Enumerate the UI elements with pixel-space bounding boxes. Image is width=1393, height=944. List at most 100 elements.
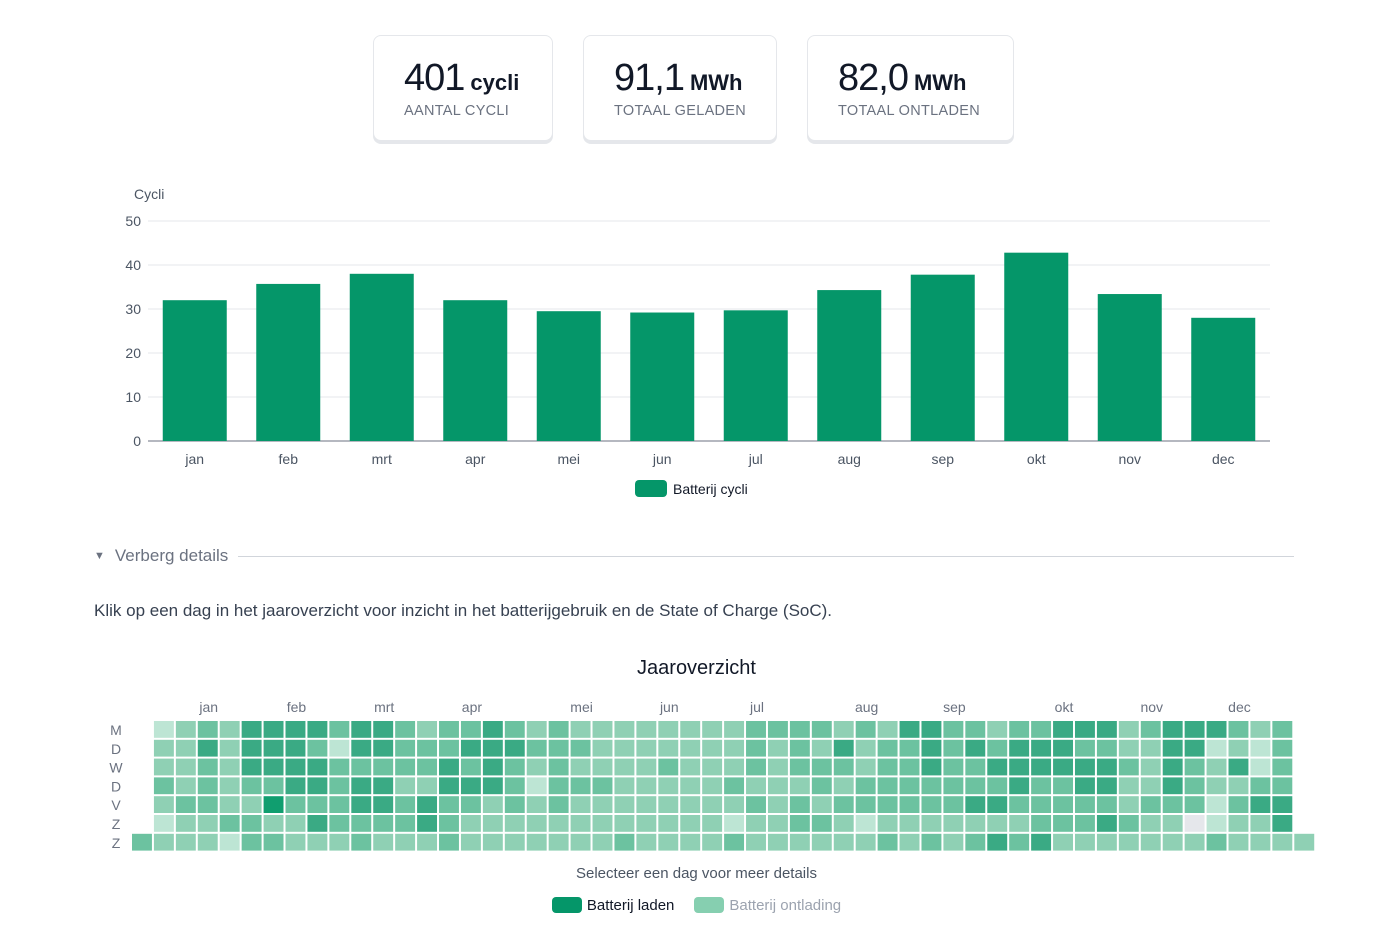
day-cell[interactable] bbox=[395, 815, 416, 832]
day-cell[interactable] bbox=[285, 796, 306, 813]
day-cell[interactable] bbox=[153, 833, 174, 851]
day-cell[interactable] bbox=[987, 721, 1008, 738]
day-cell[interactable] bbox=[263, 739, 284, 757]
day-cell[interactable] bbox=[285, 721, 306, 738]
day-cell[interactable] bbox=[460, 833, 481, 851]
day-cell[interactable] bbox=[197, 739, 218, 757]
day-cell[interactable] bbox=[767, 721, 788, 738]
day-cell[interactable] bbox=[789, 815, 810, 832]
day-cell[interactable] bbox=[724, 777, 745, 795]
day-cell[interactable] bbox=[175, 758, 196, 776]
day-cell[interactable] bbox=[943, 833, 964, 851]
day-cell[interactable] bbox=[636, 721, 657, 738]
day-cell[interactable] bbox=[439, 721, 459, 738]
day-cell[interactable] bbox=[241, 721, 262, 738]
day-cell[interactable] bbox=[658, 833, 679, 851]
day-cell[interactable] bbox=[504, 796, 525, 813]
day-cell[interactable] bbox=[855, 758, 876, 776]
day-cell[interactable] bbox=[1118, 721, 1139, 738]
day-cell[interactable] bbox=[1009, 833, 1030, 851]
day-cell[interactable] bbox=[680, 739, 701, 757]
day-cell[interactable] bbox=[680, 758, 701, 776]
day-cell[interactable] bbox=[658, 777, 679, 795]
day-cell[interactable] bbox=[307, 758, 328, 776]
day-cell[interactable] bbox=[614, 833, 635, 851]
day-cell[interactable] bbox=[1184, 758, 1205, 776]
day-cell[interactable] bbox=[504, 815, 525, 832]
day-cell[interactable] bbox=[548, 833, 569, 851]
day-cell[interactable] bbox=[1228, 833, 1249, 851]
day-cell[interactable] bbox=[811, 796, 832, 813]
day-cell[interactable] bbox=[1272, 796, 1293, 813]
day-cell[interactable] bbox=[592, 833, 613, 851]
day-cell[interactable] bbox=[877, 796, 898, 813]
day-cell[interactable] bbox=[395, 777, 416, 795]
day-cell[interactable] bbox=[987, 758, 1008, 776]
day-cell[interactable] bbox=[351, 815, 372, 832]
day-cell[interactable] bbox=[329, 833, 350, 851]
day-cell[interactable] bbox=[1140, 721, 1161, 738]
day-cell[interactable] bbox=[833, 796, 854, 813]
day-cell[interactable] bbox=[1206, 758, 1227, 776]
day-cell[interactable] bbox=[219, 739, 240, 757]
day-cell[interactable] bbox=[1294, 833, 1315, 851]
day-cell[interactable] bbox=[219, 758, 240, 776]
day-cell[interactable] bbox=[285, 833, 306, 851]
day-cell[interactable] bbox=[899, 721, 920, 738]
day-cell[interactable] bbox=[789, 796, 810, 813]
day-cell[interactable] bbox=[592, 777, 613, 795]
day-cell[interactable] bbox=[1228, 739, 1249, 757]
day-cell[interactable] bbox=[767, 815, 788, 832]
day-cell[interactable] bbox=[592, 815, 613, 832]
day-cell[interactable] bbox=[724, 758, 745, 776]
day-cell[interactable] bbox=[1031, 721, 1052, 738]
day-cell[interactable] bbox=[1184, 833, 1205, 851]
day-cell[interactable] bbox=[175, 815, 196, 832]
day-cell[interactable] bbox=[702, 758, 723, 776]
day-cell[interactable] bbox=[1206, 739, 1227, 757]
day-cell[interactable] bbox=[746, 796, 766, 813]
day-cell[interactable] bbox=[767, 758, 788, 776]
day-cell[interactable] bbox=[570, 721, 591, 738]
day-cell[interactable] bbox=[1140, 796, 1161, 813]
day-cell[interactable] bbox=[1031, 796, 1052, 813]
day-cell[interactable] bbox=[351, 833, 372, 851]
day-cell[interactable] bbox=[1074, 796, 1095, 813]
day-cell[interactable] bbox=[614, 758, 635, 776]
day-cell[interactable] bbox=[373, 796, 394, 813]
day-cell[interactable] bbox=[395, 721, 416, 738]
day-cell[interactable] bbox=[439, 739, 459, 757]
day-cell[interactable] bbox=[855, 833, 876, 851]
day-cell[interactable] bbox=[965, 833, 986, 851]
day-cell[interactable] bbox=[943, 796, 964, 813]
day-cell[interactable] bbox=[1096, 777, 1117, 795]
day-cell[interactable] bbox=[1206, 796, 1227, 813]
day-cell[interactable] bbox=[636, 815, 657, 832]
legend-item-charging[interactable]: Batterij laden bbox=[551, 897, 674, 914]
day-cell[interactable] bbox=[548, 777, 569, 795]
day-cell[interactable] bbox=[1162, 758, 1183, 776]
day-cell[interactable] bbox=[680, 796, 701, 813]
day-cell[interactable] bbox=[1228, 796, 1249, 813]
day-cell[interactable] bbox=[241, 796, 262, 813]
legend-item-discharging[interactable]: Batterij ontlading bbox=[694, 897, 841, 914]
day-cell[interactable] bbox=[811, 833, 832, 851]
day-cell[interactable] bbox=[504, 739, 525, 757]
day-cell[interactable] bbox=[1184, 777, 1205, 795]
day-cell[interactable] bbox=[526, 796, 547, 813]
day-cell[interactable] bbox=[746, 739, 766, 757]
day-cell[interactable] bbox=[197, 796, 218, 813]
day-cell[interactable] bbox=[965, 721, 986, 738]
day-cell[interactable] bbox=[943, 721, 964, 738]
day-cell[interactable] bbox=[153, 815, 174, 832]
day-cell[interactable] bbox=[263, 815, 284, 832]
day-cell[interactable] bbox=[439, 833, 459, 851]
day-cell[interactable] bbox=[417, 777, 438, 795]
day-cell[interactable] bbox=[702, 815, 723, 832]
day-cell[interactable] bbox=[811, 758, 832, 776]
day-cell[interactable] bbox=[877, 721, 898, 738]
day-cell[interactable] bbox=[1250, 833, 1271, 851]
day-cell[interactable] bbox=[175, 721, 196, 738]
day-cell[interactable] bbox=[1272, 815, 1293, 832]
day-cell[interactable] bbox=[153, 777, 174, 795]
